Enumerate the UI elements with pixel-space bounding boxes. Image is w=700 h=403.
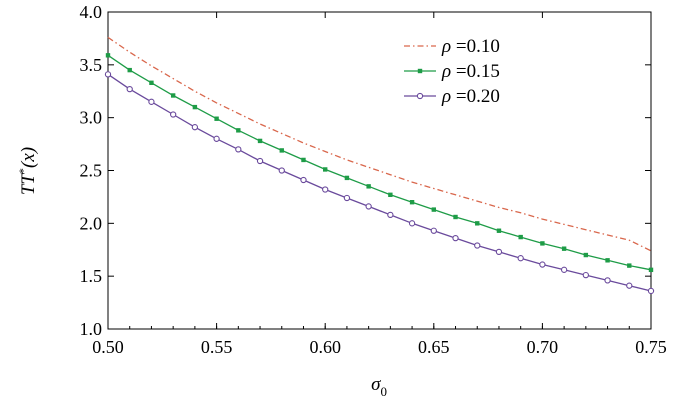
legend-item-0: ρ =0.10: [404, 36, 500, 57]
x-axis-title: σ0: [371, 374, 387, 399]
x-tick-label: 0.60: [309, 337, 341, 357]
legend-rho-symbol: ρ: [441, 36, 451, 57]
data-point: [191, 124, 199, 131]
data-point: [236, 128, 241, 133]
legend-label-1: ρ =0.15: [441, 61, 500, 82]
data-point: [387, 211, 394, 219]
data-point: [344, 175, 350, 181]
data-point: [495, 248, 503, 256]
data-point: [431, 207, 436, 212]
x-tick-label: 0.50: [92, 337, 124, 357]
y-tick-label: 1.0: [80, 319, 103, 339]
data-point: [213, 135, 220, 142]
data-point: [278, 167, 285, 174]
y-axis-title-superscript: *: [16, 168, 30, 174]
data-point: [496, 228, 502, 233]
series-2: [104, 71, 655, 295]
data-point: [540, 241, 545, 246]
data-point: [148, 98, 155, 105]
data-point: [343, 194, 351, 202]
y-axis-title: TT*(x): [16, 147, 39, 195]
data-point: [170, 111, 177, 118]
data-point: [300, 176, 307, 184]
y-tick-label: 3.0: [80, 108, 103, 128]
y-axis-title-main: TT: [18, 173, 39, 196]
axes: [107, 11, 652, 330]
data-point: [430, 227, 437, 234]
data-point: [409, 200, 415, 205]
data-point: [388, 192, 393, 198]
data-point: [105, 53, 111, 58]
y-ticks: 1.0 1.5 2.0 2.5 3.0 3.5 4.0: [80, 2, 651, 339]
data-point: [322, 186, 329, 193]
data-point: [582, 271, 589, 279]
data-point: [149, 80, 154, 85]
x-tick-label: 0.65: [418, 337, 450, 357]
data-point: [561, 246, 567, 251]
data-point: [214, 116, 219, 121]
data-point: [235, 146, 242, 153]
data-point: [104, 71, 112, 78]
legend-label-0: ρ =0.10: [441, 36, 500, 57]
data-point: [474, 242, 481, 249]
x-ticks: 0.50 0.55 0.60 0.65 0.70 0.75: [92, 12, 667, 357]
data-point: [256, 157, 264, 165]
legend-rho-value: =0.20: [451, 86, 500, 107]
legend-rho-symbol: ρ: [441, 86, 451, 107]
data-point: [257, 138, 263, 144]
plot-frame: [107, 11, 652, 330]
series-0: [107, 36, 652, 252]
data-point: [605, 258, 610, 263]
data-point: [647, 287, 655, 295]
data-point: [539, 261, 546, 268]
y-tick-label: 3.5: [80, 55, 103, 75]
legend-marker: [416, 92, 424, 100]
series-line-2: [107, 73, 652, 292]
data-point: [648, 267, 654, 273]
y-tick-label: 1.5: [80, 266, 103, 286]
x-tick-label: 0.55: [201, 337, 233, 357]
legend-marker: [417, 68, 423, 74]
x-axis-title-main: σ: [371, 374, 381, 395]
data-point: [127, 67, 132, 73]
y-axis-title-rest: (x): [18, 147, 39, 168]
legend: ρ =0.10ρ =0.15ρ =0.20: [404, 36, 500, 107]
x-axis-title-subscript: 0: [380, 384, 387, 399]
series-line-0: [107, 36, 652, 252]
y-tick-label: 4.0: [80, 2, 103, 22]
data-point: [366, 184, 371, 189]
data-point: [626, 282, 633, 289]
data-point: [517, 255, 524, 262]
data-point: [323, 167, 328, 172]
data-point: [475, 221, 480, 226]
data-point: [518, 234, 523, 240]
data-point: [301, 157, 306, 163]
data-point: [627, 263, 632, 268]
x-tick-label: 0.75: [635, 337, 667, 357]
legend-rho-symbol: ρ: [441, 61, 451, 82]
data-point: [365, 203, 372, 210]
series-layer: [104, 36, 655, 295]
legend-rho-value: =0.10: [451, 36, 500, 57]
data-point: [583, 252, 589, 258]
x-tick-label: 0.70: [527, 337, 559, 357]
data-point: [192, 104, 198, 110]
data-point: [126, 85, 133, 93]
series-1: [105, 53, 654, 273]
data-point: [452, 234, 459, 242]
data-point: [453, 214, 458, 220]
y-tick-label: 2.5: [80, 161, 103, 181]
legend-label-2: ρ =0.20: [441, 86, 500, 107]
y-tick-label: 2.0: [80, 213, 103, 233]
legend-item-2: ρ =0.20: [404, 86, 500, 107]
data-point: [408, 220, 416, 227]
series-line-1: [107, 54, 652, 271]
legend-rho-value: =0.15: [451, 61, 500, 82]
data-point: [560, 266, 568, 273]
data-point: [279, 148, 284, 153]
data-point: [604, 277, 611, 284]
data-point: [170, 93, 176, 98]
legend-item-1: ρ =0.15: [404, 61, 500, 82]
